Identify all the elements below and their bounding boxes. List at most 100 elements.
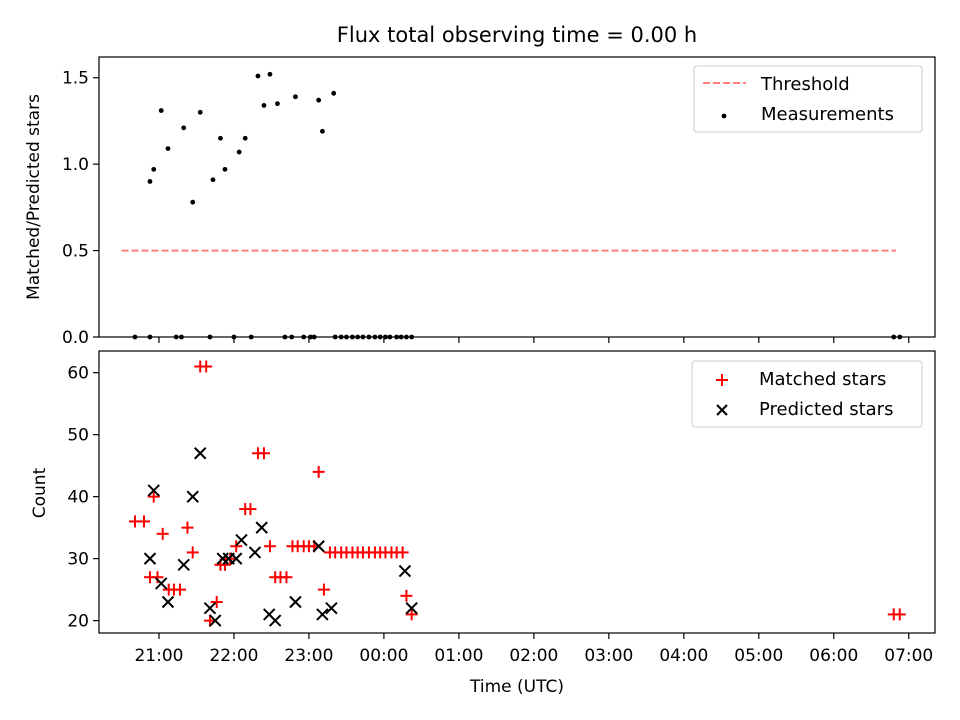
legend-threshold-label: Threshold [760,74,850,95]
x-tick-label: 06:00 [809,646,858,666]
x-tick-label: 01:00 [434,646,483,666]
predicted-star-marker [325,602,338,615]
matched-star-marker [151,571,164,584]
predicted-star-marker [248,546,262,559]
measurement-point [151,166,157,172]
counts-panel: 20 30 40 50 60 21:00 22:00 23:00 00:00 01:00 02:0… [30,350,936,697]
matched-star-marker [263,540,276,553]
matched-star-marker [396,546,409,559]
measurement-point [197,109,203,115]
legend-measurements-label: Measurements [761,104,894,125]
ratio-plot-frame [98,56,936,338]
counts-legend-box [691,360,923,428]
predicted-star-marker [230,552,243,565]
counts-legend: Matched stars Predicted stars [691,360,923,428]
matched-star-marker [893,608,906,621]
matched-star-marker [186,546,199,559]
counts-x-axis: 21:00 22:00 23:00 00:00 01:00 02:00 03:00 04:00… [134,633,933,666]
legend-measurements-swatch [721,113,727,119]
ratio-legend: Threshold Measurements [693,65,923,133]
ratio-y-axis-label: Matched/Predicted stars [24,94,44,300]
measurement-point [236,149,242,155]
matched-star-marker [230,540,243,553]
matched-star-marker [257,447,270,460]
measurement-point [242,135,248,141]
ratio-y-tick-label: 1.5 [62,69,89,89]
measurement-point [320,128,325,134]
measurement-point [316,97,322,103]
matched-star-marker [317,583,330,596]
predicted-star-marker [255,521,268,534]
ratio-legend-box [693,65,923,133]
x-tick-label: 04:00 [659,646,708,666]
predicted-star-marker [268,614,282,627]
measurement-point [181,125,187,131]
ratio-y-tick-label: 1.0 [62,155,89,175]
measurement-point [158,108,164,113]
predicted-star-marker [289,595,302,609]
matched-star-marker [224,552,237,565]
measurement-point [261,102,267,108]
x-axis-label: Time (UTC) [469,677,564,697]
measurement-point [210,177,216,183]
matched-star-marker [200,360,213,373]
matched-star-marker [405,608,418,621]
predicted-star-marker [209,614,222,627]
measurement-point [218,135,223,141]
matched-star-marker [312,465,325,478]
x-tick-label: 03:00 [584,646,633,666]
legend-matched-label: Matched stars [759,369,886,390]
counts-y-axis: 20 30 40 50 60 [67,364,99,632]
predicted-star-marker [186,490,199,503]
predicted-star-marker [398,564,412,578]
counts-y-tick-label: 60 [67,364,89,384]
matched-star-marker [156,527,169,540]
predicted-star-marker [235,533,248,547]
predicted-star-marker [316,608,329,621]
predicted-star-marker [177,558,190,572]
predicted-stars-series [143,447,418,627]
x-tick-label: 22:00 [209,646,258,666]
counts-y-tick-label: 20 [67,612,89,632]
measurement-point [275,101,280,107]
predicted-star-marker [161,595,175,609]
measurement-point [267,71,273,77]
predicted-star-marker [194,447,207,460]
matched-star-marker [181,521,194,534]
ratio-x-ticks [158,337,910,343]
ratio-panel: 0.0 0.5 1.0 1.5 Matched/Predicted stars Thr… [24,56,936,348]
predicted-star-marker [203,602,217,615]
x-tick-label: 23:00 [284,646,333,666]
counts-y-tick-label: 50 [67,426,89,446]
measurement-point [147,179,153,184]
matched-stars-series [128,360,906,627]
chart-title: Flux total observing time = 0.00 h [337,23,697,47]
x-tick-label: 00:00 [359,646,408,666]
ratio-y-axis: 0.0 0.5 1.0 1.5 [62,69,99,348]
x-tick-label: 21:00 [134,646,183,666]
predicted-star-marker [147,484,160,497]
matched-star-marker [280,571,293,584]
counts-plot-frame [98,350,936,634]
measurement-point [255,73,261,79]
matched-star-marker [137,515,150,528]
matched-star-marker [173,583,186,596]
predicted-star-marker [405,602,418,615]
measurement-point [331,90,337,96]
matched-star-marker [147,490,160,503]
counts-y-axis-label: Count [30,467,50,518]
counts-y-tick-label: 30 [67,550,89,570]
matched-star-marker [210,596,223,609]
measurement-point [165,146,171,152]
legend-predicted-swatch [716,404,728,416]
measurement-point [222,166,228,172]
x-tick-label: 05:00 [734,646,783,666]
measurement-point [293,94,298,100]
predicted-star-marker [155,577,168,590]
predicted-star-marker [312,540,325,553]
x-tick-label: 07:00 [884,646,933,666]
ratio-y-tick-label: 0.0 [62,328,89,348]
legend-predicted-label: Predicted stars [759,399,893,420]
matched-star-marker [400,589,413,602]
